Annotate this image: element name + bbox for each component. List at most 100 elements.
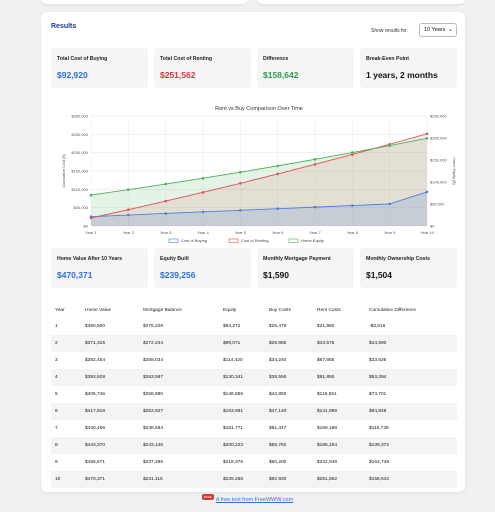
table-cell: $181,771 [223,426,244,431]
table-row: 10 $470,371 $231,115 $239,256 $92,920 $251,56… [51,471,457,488]
y2-tick-label: $100,000 [430,180,447,185]
stat-value: $1,504 [366,270,392,280]
table-cell: $263,587 [143,375,164,380]
area-home-equity [91,138,427,226]
stat-label: Monthly Mortgage Payment [263,256,331,262]
stat-label: Equity Built [160,256,189,262]
footer-link[interactable]: A free tool from FreeWWW.com [215,497,294,503]
chart-title: Rent vs Buy Comparison Over Time [215,106,303,112]
line-home-equity [90,137,428,196]
column-header: Mortgage Balance [143,308,182,313]
table-cell: $51,447 [269,426,287,431]
point-cost-of-renting [201,191,205,194]
table-cell: $251,562 [317,477,338,482]
stat-label: Break-Even Point [366,56,409,62]
area-cost-of-buying [91,191,427,226]
y-tick-label: $50,000 [74,205,89,210]
chevron-down-icon: ⌄ [447,27,453,33]
table-cell: 7 [55,426,58,431]
table-cell: $168,188 [317,426,338,431]
y2-tick-label: $150,000 [430,158,447,163]
free-badge: FREE [201,494,214,500]
table-cell: $371,315 [85,341,106,346]
legend-swatch [168,238,179,243]
y2-axis-label: Home Equity ($) [452,157,456,185]
table-row: 2 $371,315 $272,244 $99,071 $29,885 $44,575 $1… [51,335,457,352]
table-cell: $239,256 [223,477,244,482]
stat-card-4: Monthly Ownership Costs $1,504 [360,248,457,288]
table-cell: $94,848 [369,409,387,414]
table-cell: $268,034 [143,358,164,363]
line-cost-of-buying [90,191,428,218]
y2-tick-label: $0 [430,224,435,229]
top-card-stub-right [257,0,465,4]
table-cell: $42,850 [269,392,287,397]
y-tick-label: $100,000 [71,187,88,192]
table-cell: $258,890 [143,392,164,397]
x-tick-label: Year 10 [420,230,434,235]
column-header: Home Value [85,308,112,313]
stat-value: $92,920 [57,70,88,80]
stat-label: Difference [263,56,289,62]
table-cell: $99,071 [223,341,241,346]
column-header: Buy Costs [269,308,291,313]
stat-value: 1 years, 2 months [366,70,438,80]
point-home-equity [425,136,429,140]
table-header: Year Home Value Mortgage Balance Equity Buy … [51,302,457,318]
table-cell: $163,991 [223,409,244,414]
y-tick-label: $0 [84,224,89,229]
point-cost-of-buying [388,202,391,206]
table-row: 1 $360,500 $276,228 $84,272 $25,476 $21,960 -$… [51,318,457,335]
table-cell: $470,371 [85,477,106,482]
table-row: 5 $405,746 $258,890 $146,856 $42,850 $116,551… [51,386,457,403]
table-cell: $53,294 [369,375,387,380]
table-row: 6 $417,918 $253,927 $163,991 $47,140 $141,989… [51,403,457,420]
legend-swatch [228,238,239,243]
table-cell: $200,223 [223,443,244,448]
table-cell: $253,927 [143,409,164,414]
table-cell: $141,989 [317,409,338,414]
years-select[interactable]: 10 Years ⌄ [419,23,457,37]
stat-label: Home Value After 10 Years [57,256,123,262]
table-cell: $162,748 [369,460,390,465]
table-cell: $146,856 [223,392,244,397]
x-tick-label: Year 2 [123,230,135,235]
point-home-equity [276,164,279,168]
point-cost-of-buying [201,210,205,214]
stat-value: $158,642 [263,70,299,80]
stat-card-2: Equity Built $239,256 [154,248,251,288]
column-header: Rent Costs [317,308,341,313]
table-cell: $430,456 [85,426,106,431]
column-header: Equity [223,308,237,313]
table-cell: $360,500 [85,324,106,329]
x-tick-label: Year 4 [197,230,209,235]
column-header: Cumulative Difference [369,308,417,313]
table-cell: $29,885 [269,341,287,346]
table-cell: $276,228 [143,324,164,329]
results-title: Results [51,23,77,30]
results-table: Year Home Value Mortgage Balance Equity Buy … [51,302,457,488]
table-cell: $84,272 [223,324,241,329]
stat-card-3: Monthly Mortgage Payment $1,590 [257,248,354,288]
column-header: Year [55,308,65,313]
table-cell: $34,240 [269,358,287,363]
results-card: Results Show results for: 10 Years ⌄ Tot… [41,12,465,492]
legend-label: Home Equity [301,238,324,243]
comparison-chart: Rent vs Buy Comparison Over Time $0 $50,00… [51,94,457,244]
table-cell: $73,701 [369,392,387,397]
y2-tick-label: $200,000 [430,136,447,141]
table-cell: 2 [55,341,58,346]
point-home-equity [388,144,391,147]
table-cell: 6 [55,409,58,414]
table-cell: $47,140 [269,409,287,414]
top-card-stub-left [41,0,248,4]
stat-label: Monthly Ownership Costs [366,256,430,262]
table-cell: $130,341 [223,375,244,380]
point-cost-of-renting [276,172,279,176]
table-cell: $114,420 [223,358,243,363]
table-cell: -$3,516 [369,324,386,329]
table-cell: $44,575 [317,341,335,346]
table-cell: $25,476 [269,324,287,329]
point-cost-of-buying [313,205,317,209]
point-cost-of-buying [127,213,130,217]
